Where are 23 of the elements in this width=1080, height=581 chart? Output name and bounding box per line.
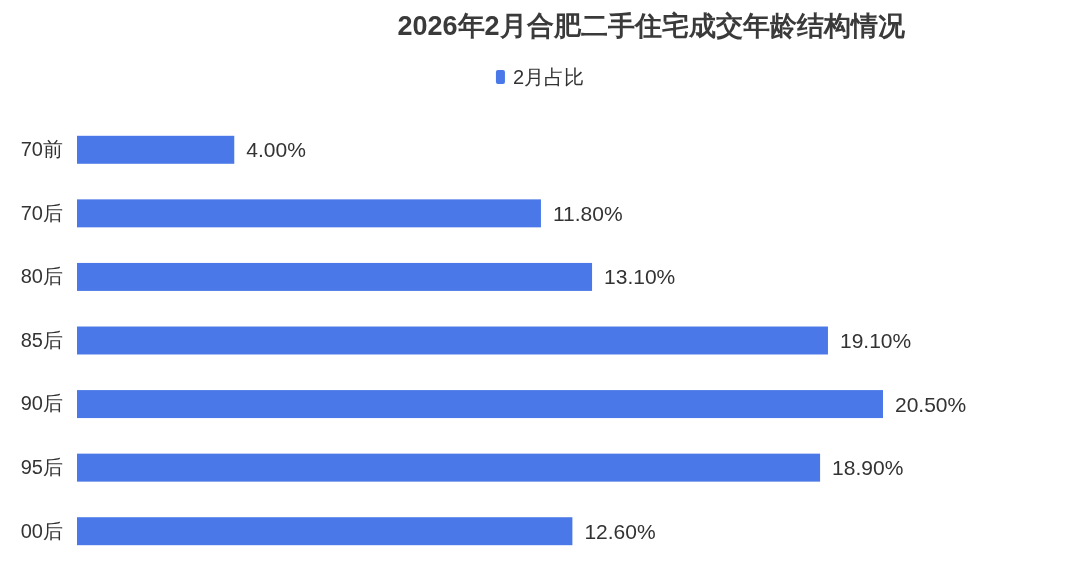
bar <box>77 453 821 482</box>
data-label: 11.80% <box>552 201 623 225</box>
data-label: 18.90% <box>832 456 904 480</box>
bar <box>77 262 593 291</box>
legend-label: 2月占比 <box>512 66 585 88</box>
y-tick-label: 90后 <box>20 392 63 415</box>
bar <box>77 326 828 355</box>
data-label: 4.00% <box>246 138 306 162</box>
bar <box>77 199 541 228</box>
y-tick-label: 85后 <box>20 328 63 351</box>
data-label: 13.10% <box>604 265 676 289</box>
bar <box>77 390 883 419</box>
data-label: 20.50% <box>895 392 967 416</box>
chart-title: 2026年2月合肥二手住宅成交年龄结构情况 <box>397 11 906 41</box>
y-tick-label: 00后 <box>20 519 63 542</box>
y-tick-label: 80后 <box>20 265 63 288</box>
y-tick-label: 70前 <box>20 138 63 161</box>
data-label: 19.10% <box>839 329 912 352</box>
y-tick-label: 95后 <box>20 456 63 479</box>
y-tick-label: 70后 <box>20 201 63 224</box>
bar <box>77 517 573 546</box>
data-label: 12.60% <box>584 519 656 543</box>
bar <box>77 135 235 164</box>
